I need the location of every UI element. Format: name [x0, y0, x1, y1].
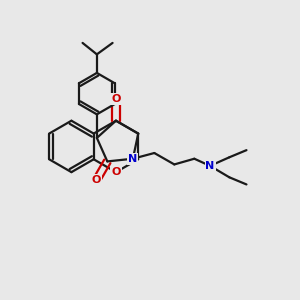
Text: O: O	[111, 167, 121, 177]
Text: N: N	[206, 161, 215, 171]
Text: O: O	[111, 94, 121, 104]
Text: N: N	[128, 154, 137, 164]
Text: O: O	[92, 175, 101, 185]
